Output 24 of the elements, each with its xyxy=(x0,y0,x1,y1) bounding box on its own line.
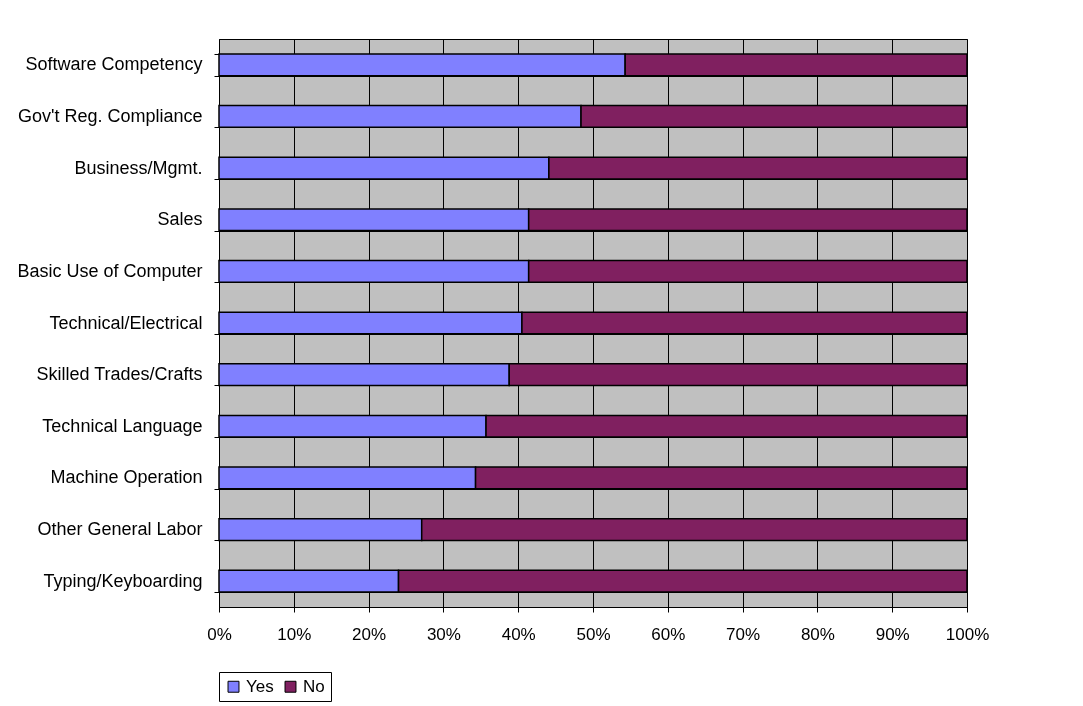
x-tick-label: 40% xyxy=(501,624,536,644)
y-tick-label: Technical Language xyxy=(42,415,203,436)
x-tick-label: 70% xyxy=(726,624,761,644)
x-tick-label: 50% xyxy=(576,624,611,644)
x-tick-label: 100% xyxy=(945,624,990,644)
y-tick-label: Machine Operation xyxy=(50,467,203,488)
x-tick-label: 30% xyxy=(426,624,461,644)
legend-label: Yes xyxy=(246,676,274,696)
legend-label: No xyxy=(303,676,325,696)
y-tick-label: Business/Mgmt. xyxy=(74,157,203,178)
x-tick-label: 90% xyxy=(875,624,910,644)
y-tick-label: Basic Use of Computer xyxy=(17,260,203,281)
x-tick-label: 20% xyxy=(352,624,387,644)
y-tick-label: Gov't Reg. Compliance xyxy=(17,105,203,126)
y-tick-label: Other General Labor xyxy=(37,519,203,540)
y-tick-label: Technical/Electrical xyxy=(49,312,203,333)
y-tick-label: Typing/Keyboarding xyxy=(43,570,203,591)
y-tick-label: Software Competency xyxy=(25,54,203,75)
x-tick-label: 0% xyxy=(207,624,232,644)
x-tick-label: 80% xyxy=(800,624,835,644)
y-tick-label: Sales xyxy=(157,209,203,230)
x-tick-label: 60% xyxy=(651,624,686,644)
y-tick-label: Skilled Trades/Crafts xyxy=(36,364,203,385)
x-tick-label: 10% xyxy=(277,624,312,644)
